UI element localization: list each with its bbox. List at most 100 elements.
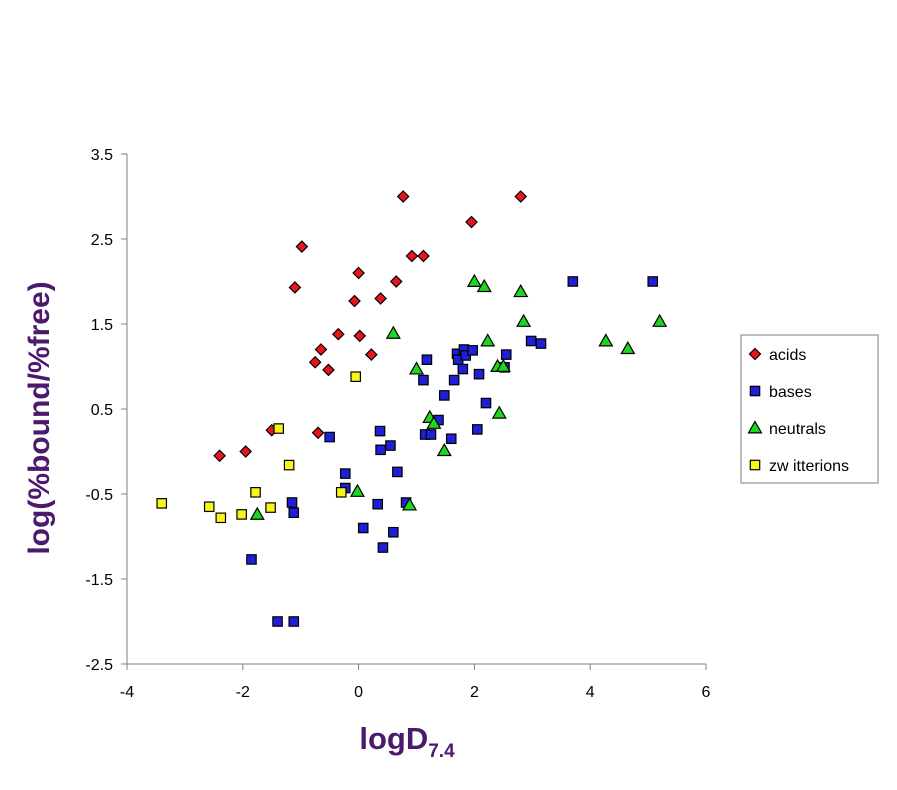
legend-items: acids bases neutrals zw itterions [747,347,849,475]
legend-label-bases: bases [769,384,812,401]
point-neutrals [408,361,425,375]
point-bases [535,338,547,349]
point-bases [324,431,335,443]
point-neutrals [495,358,511,372]
point-bases [286,497,298,508]
legend-item-acids: acids [748,347,806,364]
point-acids [311,426,325,440]
x-tick-label: 6 [702,684,711,701]
point-bases [473,368,485,380]
y-axis-title: log(%bound/%free) [23,281,56,554]
x-tick-label: 0 [354,684,363,701]
point-bases [567,276,579,287]
y-tick-label: 0.5 [91,402,113,419]
x-axis-title-subscript: 7.4 [428,741,455,762]
legend-marker-neutrals [747,420,763,434]
point-bases [288,507,300,518]
point-neutrals [652,313,668,327]
point-bases [467,345,478,356]
point-acids [405,249,419,263]
x-tick-label: 4 [586,684,595,701]
point-bases [457,363,469,375]
point-acids [295,240,309,253]
point-zwitterions [350,371,362,382]
x-axis-title: logD7.4 [359,721,455,762]
point-neutrals [466,273,482,287]
point-bases [471,424,483,435]
point-zwitterions [265,502,276,513]
point-zwitterions [215,512,227,524]
point-neutrals [476,278,492,293]
legend: acids bases neutrals zw itterions [740,334,879,484]
point-zwitterions [156,498,168,509]
point-acids [374,292,387,305]
legend-marker-bases [749,385,761,397]
series-acids [213,190,528,463]
point-acids [213,449,226,463]
point-bases [425,429,437,440]
point-neutrals [349,483,365,497]
point-neutrals [516,313,532,327]
point-zwitterions [203,501,215,513]
x-tick-label: 2 [470,684,479,701]
point-acids [239,445,253,458]
point-acids [364,348,378,361]
point-bases [388,526,399,538]
point-zwitterions [283,459,295,471]
point-bases [375,444,386,456]
point-acids [465,215,478,229]
x-tick-label: -4 [120,684,134,701]
legend-item-zwitterions: zw itterions [749,458,849,475]
point-acids [288,281,302,294]
point-bases [480,397,492,409]
point-bases [272,616,283,627]
x-ticks: -4 -2 0 2 4 6 [120,664,711,701]
point-acids [331,327,345,341]
point-bases [357,522,369,534]
point-bases [421,354,433,365]
point-zwitterions [335,487,347,498]
y-tick-label: 2.5 [91,232,113,249]
point-bases [647,276,659,287]
point-acids [389,275,403,288]
point-neutrals [436,442,452,457]
point-neutrals [385,325,401,339]
point-neutrals [491,405,507,419]
point-bases [374,425,386,437]
point-neutrals [426,415,442,429]
point-neutrals [598,333,614,347]
point-acids [308,355,322,369]
y-tick-label: -1.5 [85,572,113,589]
legend-label-neutrals: neutrals [769,421,826,438]
series-neutrals [249,273,668,520]
legend-marker-acids [748,347,762,361]
y-tick-label: 1.5 [91,317,113,334]
point-acids [352,266,365,280]
point-bases [392,466,403,478]
point-neutrals [249,506,265,520]
x-axis-title-main: logD [359,721,428,756]
legend-item-bases: bases [749,384,812,401]
point-bases [377,542,389,553]
point-zwitterions [236,509,247,520]
point-neutrals [513,283,529,298]
legend-label-acids: acids [769,347,806,364]
legend-label-zwitterions: zw itterions [769,458,849,475]
legend-marker-zwitterions [749,459,761,471]
point-bases [372,498,384,510]
point-bases [448,374,460,386]
point-bases [500,349,512,360]
axes: -4 -2 0 2 4 6 -2.5 -1.5 -0.5 0.5 1.5 2.5 3.5 [85,147,710,701]
data-points [156,190,668,627]
point-acids [417,249,430,263]
point-neutrals [480,333,496,347]
point-zwitterions [273,423,284,434]
point-bases [525,335,537,347]
legend-item-neutrals: neutrals [747,420,826,438]
point-acids [514,190,528,203]
point-zwitterions [250,487,261,498]
y-tick-label: 3.5 [91,147,113,164]
point-bases [339,468,351,479]
point-bases [445,433,457,445]
